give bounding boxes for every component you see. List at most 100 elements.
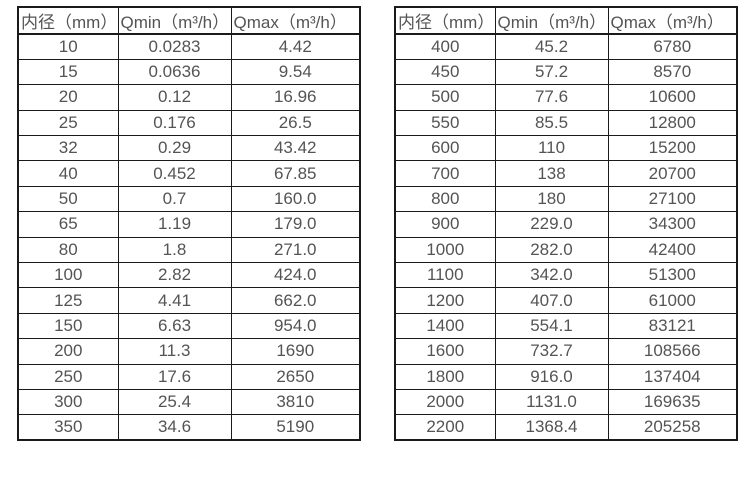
cell-qmin: 110: [494, 135, 609, 162]
table-row: 500 77.6 10600: [394, 84, 738, 111]
cell-qmin: 0.7: [117, 185, 232, 213]
table-row: 800 180 27100: [394, 185, 738, 213]
cell-diameter: 20: [17, 84, 119, 111]
table-row: 600 110 15200: [394, 135, 738, 162]
cell-qmax: 43.42: [230, 135, 361, 162]
cell-qmax: 20700: [607, 160, 738, 187]
table-row: 200 11.3 1690: [17, 338, 361, 365]
table-row: 80 1.8 271.0: [17, 236, 361, 264]
cell-diameter: 2000: [394, 388, 496, 416]
table-row: 10 0.0283 4.42: [17, 33, 361, 60]
table-row: 25 0.176 26.5: [17, 109, 361, 137]
cell-qmax: 15200: [607, 135, 738, 162]
cell-qmin: 85.5: [494, 109, 609, 137]
table-row: 20 0.12 16.96: [17, 84, 361, 111]
cell-qmin: 0.176: [117, 109, 232, 137]
cell-diameter: 1200: [394, 287, 496, 314]
table-row: 1000 282.0 42400: [394, 236, 738, 264]
cell-qmax: 16.96: [230, 84, 361, 111]
cell-diameter: 150: [17, 312, 119, 340]
table-row: 2000 1131.0 169635: [394, 388, 738, 416]
cell-diameter: 65: [17, 211, 119, 238]
cell-qmax: 108566: [607, 338, 738, 365]
table-row: 1200 407.0 61000: [394, 287, 738, 314]
table-row: 15 0.0636 9.54: [17, 58, 361, 86]
cell-diameter: 1100: [394, 262, 496, 289]
cell-diameter: 125: [17, 287, 119, 314]
column-header: 内径（mm）: [17, 6, 119, 35]
cell-qmin: 34.6: [117, 414, 232, 441]
table-row: 1800 916.0 137404: [394, 363, 738, 390]
cell-qmax: 42400: [607, 236, 738, 264]
cell-qmin: 0.12: [117, 84, 232, 111]
table-row: 400 45.2 6780: [394, 33, 738, 60]
cell-diameter: 1400: [394, 312, 496, 340]
flow-table-small-diameters: 内径（mm） Qmin（m³/h） Qmax（m³/h） 10 0.0283 4.42 1…: [17, 6, 361, 442]
flow-table-large-diameters: 内径（mm） Qmin（m³/h） Qmax（m³/h） 400 45.2 6780 45…: [394, 6, 738, 442]
cell-qmin: 1131.0: [494, 388, 609, 416]
cell-diameter: 250: [17, 363, 119, 390]
table-row: 1600 732.7 108566: [394, 338, 738, 365]
cell-qmin: 732.7: [494, 338, 609, 365]
cell-qmin: 1.8: [117, 236, 232, 264]
cell-diameter: 500: [394, 84, 496, 111]
cell-diameter: 700: [394, 160, 496, 187]
cell-qmin: 407.0: [494, 287, 609, 314]
table-row: 125 4.41 662.0: [17, 287, 361, 314]
table-row: 550 85.5 12800: [394, 109, 738, 137]
column-header: 内径（mm）: [394, 6, 496, 35]
cell-qmax: 34300: [607, 211, 738, 238]
cell-qmin: 2.82: [117, 262, 232, 289]
cell-qmin: 0.0283: [117, 33, 232, 60]
cell-qmin: 554.1: [494, 312, 609, 340]
cell-qmax: 5190: [230, 414, 361, 441]
cell-qmax: 954.0: [230, 312, 361, 340]
table-row: 32 0.29 43.42: [17, 135, 361, 162]
cell-qmax: 160.0: [230, 185, 361, 213]
cell-qmax: 9.54: [230, 58, 361, 86]
cell-qmax: 27100: [607, 185, 738, 213]
cell-diameter: 400: [394, 33, 496, 60]
cell-qmin: 0.452: [117, 160, 232, 187]
cell-qmax: 169635: [607, 388, 738, 416]
table-row: 900 229.0 34300: [394, 211, 738, 238]
cell-qmin: 282.0: [494, 236, 609, 264]
cell-qmin: 11.3: [117, 338, 232, 365]
column-header: Qmax（m³/h）: [230, 6, 361, 35]
cell-qmin: 342.0: [494, 262, 609, 289]
cell-diameter: 80: [17, 236, 119, 264]
cell-qmin: 1368.4: [494, 414, 609, 441]
cell-qmin: 17.6: [117, 363, 232, 390]
cell-diameter: 25: [17, 109, 119, 137]
cell-qmax: 205258: [607, 414, 738, 441]
cell-diameter: 15: [17, 58, 119, 86]
cell-qmax: 61000: [607, 287, 738, 314]
cell-diameter: 32: [17, 135, 119, 162]
cell-qmin: 180: [494, 185, 609, 213]
header-row: 内径（mm） Qmin（m³/h） Qmax（m³/h）: [394, 6, 738, 35]
cell-qmin: 0.0636: [117, 58, 232, 86]
column-header: Qmax（m³/h）: [607, 6, 738, 35]
cell-diameter: 50: [17, 185, 119, 213]
cell-qmin: 1.19: [117, 211, 232, 238]
cell-qmax: 83121: [607, 312, 738, 340]
column-header: Qmin（m³/h）: [117, 6, 232, 35]
cell-diameter: 100: [17, 262, 119, 289]
cell-diameter: 40: [17, 160, 119, 187]
cell-diameter: 550: [394, 109, 496, 137]
cell-qmax: 51300: [607, 262, 738, 289]
cell-diameter: 200: [17, 338, 119, 365]
column-header: Qmin（m³/h）: [494, 6, 609, 35]
cell-qmin: 229.0: [494, 211, 609, 238]
table-row: 65 1.19 179.0: [17, 211, 361, 238]
cell-qmax: 4.42: [230, 33, 361, 60]
cell-qmin: 25.4: [117, 388, 232, 416]
table-row: 50 0.7 160.0: [17, 185, 361, 213]
cell-diameter: 10: [17, 33, 119, 60]
cell-qmax: 26.5: [230, 109, 361, 137]
cell-diameter: 2200: [394, 414, 496, 441]
table-row: 250 17.6 2650: [17, 363, 361, 390]
table-row: 300 25.4 3810: [17, 388, 361, 416]
table-row: 700 138 20700: [394, 160, 738, 187]
table-row: 450 57.2 8570: [394, 58, 738, 86]
